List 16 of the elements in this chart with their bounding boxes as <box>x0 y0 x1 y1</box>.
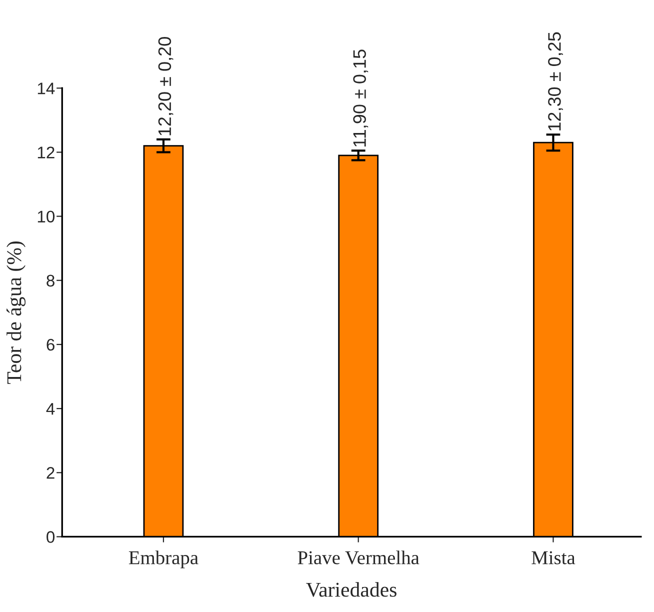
y-tick-label: 12 <box>38 146 54 158</box>
x-tick-label: Embrapa <box>128 550 198 568</box>
y-tick-label: 14 <box>38 82 55 94</box>
data-label: 12,20 ± 0,20 <box>158 37 174 136</box>
y-tick-label: 0 <box>46 531 55 543</box>
y-tick-label: 2 <box>46 467 54 479</box>
y-tick-label: 6 <box>46 338 54 351</box>
x-tick-label: Piave Vermelha <box>298 550 420 564</box>
y-tick-label: 4 <box>46 403 55 415</box>
data-label: 12,30 ± 0,25 <box>548 32 563 130</box>
x-axis-title: Variedades <box>306 582 396 597</box>
x-tick-label: Mista <box>532 551 576 564</box>
data-label: 11,90 ± 0,15 <box>353 50 368 146</box>
y-tick-label: 10 <box>38 210 55 222</box>
y-tick-label: 8 <box>46 274 54 287</box>
y-axis-title: Teor de água (%) <box>6 241 26 384</box>
